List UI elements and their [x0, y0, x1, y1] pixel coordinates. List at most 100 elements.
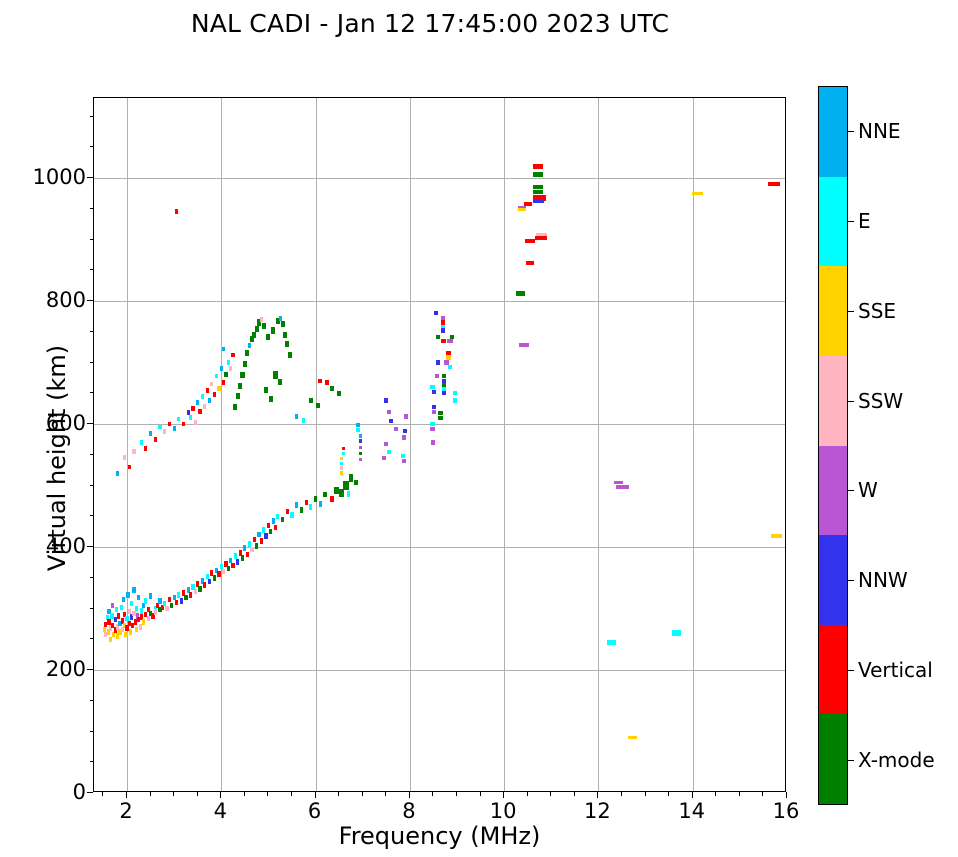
echo-mark — [441, 391, 446, 396]
echo-mark — [160, 604, 164, 610]
echo-mark — [240, 371, 245, 378]
echo-mark — [141, 619, 146, 625]
echo-mark — [222, 379, 226, 385]
echo-mark — [184, 594, 188, 601]
echo-mark — [441, 387, 446, 392]
echo-mark — [179, 598, 183, 604]
echo-mark — [141, 602, 146, 609]
x-tick — [691, 792, 693, 798]
echo-mark — [158, 606, 162, 613]
echo-mark — [272, 370, 279, 380]
echo-mark — [358, 457, 363, 462]
echo-mark — [214, 567, 219, 574]
colorbar-segment-sse — [819, 266, 847, 356]
x-tick-minor — [644, 792, 646, 796]
echo-mark — [252, 331, 257, 338]
y-tick-minor — [89, 146, 93, 148]
echo-mark — [302, 418, 306, 424]
echo-mark — [146, 606, 150, 613]
echo-mark — [130, 600, 134, 607]
echo-mark — [358, 445, 363, 450]
echo-mark — [441, 378, 446, 384]
echo-mark — [139, 440, 143, 445]
y-tick-minor — [89, 638, 93, 640]
y-tick-minor — [89, 730, 93, 732]
x-tick — [408, 792, 410, 798]
echo-mark — [438, 415, 443, 420]
echo-mark — [158, 598, 162, 604]
y-tick-minor — [89, 238, 93, 240]
echo-mark — [264, 387, 269, 394]
echo-mark — [163, 428, 167, 434]
colorbar-tick — [848, 580, 854, 582]
echo-mark — [123, 622, 127, 629]
echo-mark — [285, 340, 290, 348]
echo-mark — [139, 608, 143, 614]
x-tick-minor — [291, 792, 292, 796]
echo-mark — [107, 619, 111, 625]
echo-mark — [386, 409, 391, 414]
echo-mark — [132, 610, 136, 617]
echo-mark — [339, 466, 344, 471]
echo-mark — [189, 592, 193, 598]
echo-mark — [186, 410, 190, 416]
echo-mark — [126, 592, 130, 598]
echo-mark — [402, 458, 407, 463]
echo-mark — [191, 584, 195, 590]
colorbar-tick — [848, 400, 854, 402]
x-tick-minor — [361, 792, 363, 796]
x-tick-label: 4 — [213, 799, 227, 823]
echo-mark — [532, 164, 544, 170]
echo-mark — [134, 605, 139, 612]
echo-mark — [299, 507, 304, 513]
echo-mark — [224, 372, 228, 378]
y-tick-label: 200 — [45, 657, 86, 681]
echo-mark — [337, 390, 342, 396]
x-tick-minor — [479, 792, 481, 796]
echo-mark — [113, 627, 117, 633]
echo-mark — [515, 291, 526, 296]
colorbar-label-nne: NNE — [858, 118, 901, 143]
echo-mark — [264, 533, 268, 539]
echo-mark — [269, 528, 273, 535]
echo-mark — [384, 398, 389, 403]
echo-mark — [233, 403, 238, 410]
echo-mark — [308, 398, 313, 403]
echo-mark — [104, 631, 108, 638]
echo-mark — [431, 440, 436, 445]
echo-mark — [400, 453, 405, 459]
echo-mark — [170, 602, 174, 609]
colorbar-segment-nne — [819, 87, 847, 177]
echo-mark — [203, 582, 207, 588]
echo-mark — [203, 404, 207, 410]
echo-mark — [285, 508, 289, 514]
x-tick — [503, 792, 505, 798]
echo-mark — [432, 404, 437, 409]
colorbar-label-vertical: Vertical — [858, 658, 933, 683]
y-tick-minor — [89, 699, 93, 701]
echo-mark — [342, 446, 346, 451]
y-tick-minor — [89, 269, 93, 271]
echo-mark — [440, 320, 445, 325]
x-tick — [314, 792, 316, 798]
echo-mark — [250, 546, 254, 553]
echo-mark — [447, 338, 453, 344]
gridline-vertical — [127, 98, 128, 791]
x-tick-minor — [715, 792, 717, 796]
echo-mark — [137, 616, 141, 623]
gridline-vertical — [409, 98, 411, 791]
echo-mark — [523, 201, 532, 206]
echo-mark — [129, 629, 133, 635]
echo-mark — [273, 524, 278, 530]
echo-mark — [243, 545, 247, 551]
echo-mark — [430, 426, 435, 431]
echo-mark — [189, 415, 193, 421]
echo-mark — [148, 610, 153, 617]
echo-mark — [200, 578, 205, 584]
y-tick-minor — [89, 761, 93, 763]
x-tick-minor — [432, 792, 434, 796]
echo-mark — [106, 629, 110, 635]
echo-mark — [238, 550, 242, 556]
x-tick-minor — [668, 792, 670, 796]
x-axis-label: Frequency (MHz) — [338, 822, 541, 850]
